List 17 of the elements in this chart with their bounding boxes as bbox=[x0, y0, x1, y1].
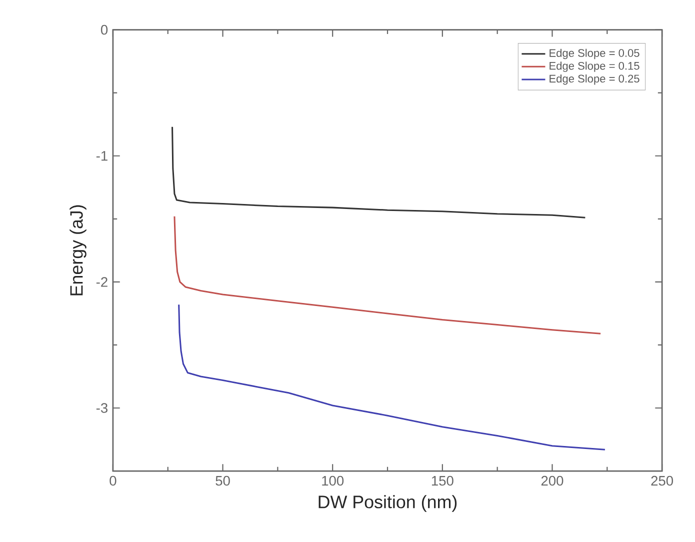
line-series bbox=[174, 216, 602, 334]
y-tick-label: 0 bbox=[100, 24, 108, 35]
y-axis-title: Energy (aJ) bbox=[70, 205, 86, 296]
x-axis-title: DW Position (nm) bbox=[318, 495, 457, 512]
x-tick-label: 200 bbox=[541, 476, 564, 486]
legend-label: Edge Slope = 0.05 bbox=[550, 48, 640, 60]
y-tick-label: -3 bbox=[96, 403, 108, 413]
x-tick-label: 50 bbox=[216, 476, 230, 486]
x-tick-label: 250 bbox=[651, 476, 674, 486]
legend-label: Edge Slope = 0.15 bbox=[550, 62, 640, 72]
y-tick-label: -2 bbox=[96, 277, 108, 287]
line-series bbox=[172, 126, 586, 218]
x-tick-label: 100 bbox=[322, 476, 344, 486]
x-tick-label: 0 bbox=[110, 476, 116, 486]
y-tick-label: -1 bbox=[96, 151, 108, 161]
legend-label: Edge Slope = 0.25 bbox=[550, 74, 640, 85]
x-tick-label: 150 bbox=[432, 476, 454, 486]
